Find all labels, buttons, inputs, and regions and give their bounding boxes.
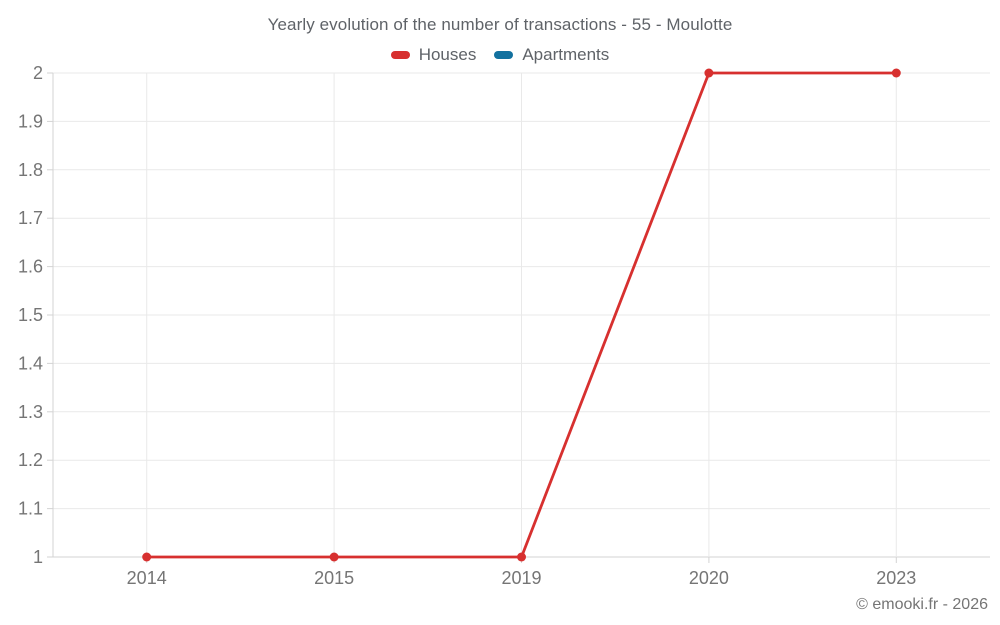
x-tick-label: 2014 bbox=[127, 568, 167, 588]
data-point-houses-2014[interactable] bbox=[142, 552, 152, 562]
y-tick-label: 1.2 bbox=[18, 450, 43, 470]
chart-title: Yearly evolution of the number of transa… bbox=[267, 15, 733, 34]
y-tick-label: 1.9 bbox=[18, 111, 43, 131]
y-tick-label: 1 bbox=[33, 547, 43, 567]
y-tick-label: 1.7 bbox=[18, 208, 43, 228]
x-tick-label: 2020 bbox=[689, 568, 729, 588]
x-tick-label: 2019 bbox=[501, 568, 541, 588]
data-point-houses-2023[interactable] bbox=[891, 68, 901, 78]
y-tick-label: 1.6 bbox=[18, 257, 43, 277]
x-tick-label: 2015 bbox=[314, 568, 354, 588]
legend-item-apartments[interactable]: Apartments bbox=[494, 45, 609, 65]
legend-swatch-houses-icon bbox=[390, 51, 410, 59]
y-tick-label: 1.4 bbox=[18, 353, 43, 373]
y-tick-label: 1.8 bbox=[18, 160, 43, 180]
y-tick-label: 2 bbox=[33, 63, 43, 83]
data-point-houses-2015[interactable] bbox=[329, 552, 339, 562]
legend-label-houses: Houses bbox=[418, 45, 477, 64]
data-point-houses-2020[interactable] bbox=[704, 68, 714, 78]
x-tick-label: 2023 bbox=[876, 568, 916, 588]
legend-swatch-apartments-icon bbox=[494, 51, 514, 59]
y-tick-label: 1.3 bbox=[18, 402, 43, 422]
data-point-houses-2019[interactable] bbox=[517, 552, 526, 562]
y-tick-label: 1.1 bbox=[18, 499, 43, 519]
copyright-credit: © emooki.fr - 2026 bbox=[856, 596, 988, 613]
legend: Houses Apartments bbox=[0, 45, 1000, 65]
legend-label-apartments: Apartments bbox=[522, 45, 610, 64]
legend-item-houses[interactable]: Houses bbox=[390, 45, 477, 65]
y-tick-label: 1.5 bbox=[18, 305, 43, 325]
